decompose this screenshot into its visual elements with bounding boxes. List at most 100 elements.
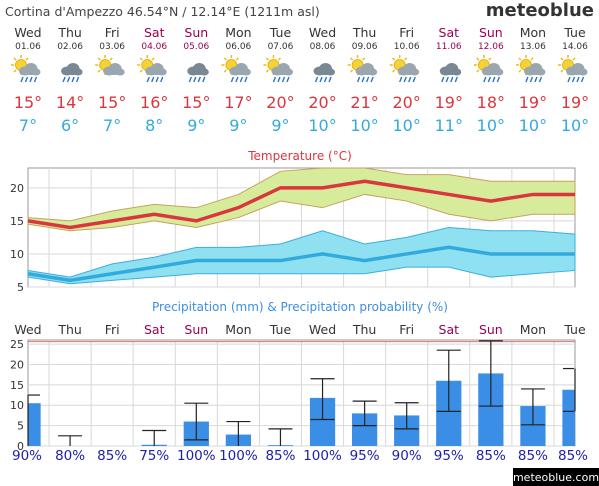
max-temp-label: 15° xyxy=(98,93,126,112)
precip-error-bar xyxy=(226,420,251,446)
day-name: Fri xyxy=(105,25,120,40)
precip-tick-label: 10 xyxy=(10,399,24,412)
days-row: Wed 01.06 15° 7° Thu 02.06 14° 6° Fri 03.06 15° 7° S… xyxy=(11,25,589,135)
location-title: Cortina d'Ampezzo 46.54°N / 12.14°E (121… xyxy=(5,4,320,19)
min-temp-label: 6° xyxy=(61,116,79,135)
day-column: Sun 12.06 18° 10° xyxy=(473,25,505,135)
day-name: Sun xyxy=(184,25,208,40)
min-temp-label: 10° xyxy=(308,116,336,135)
rain-sun-icon xyxy=(558,55,588,83)
day-name: Sun xyxy=(479,25,503,40)
day-column: Thu 02.06 14° 6° xyxy=(56,25,84,135)
max-temp-label: 19° xyxy=(519,93,547,112)
precip-error-bar xyxy=(563,367,576,412)
day-name: Sat xyxy=(144,25,165,40)
day-column: Fri 10.06 20° 10° xyxy=(389,25,421,135)
max-temp-label: 20° xyxy=(393,93,421,112)
temperature-chart: 5 10 15 20 xyxy=(10,167,576,294)
rain-sun-icon xyxy=(389,55,420,83)
max-temp-label: 20° xyxy=(308,93,336,112)
day-date: 11.06 xyxy=(436,42,462,52)
day-column: Fri 03.06 15° 7° xyxy=(95,25,126,135)
day-column: Sat 04.06 16° 8° xyxy=(137,25,168,135)
day-date: 03.06 xyxy=(99,42,125,52)
precip-day-label: Wed xyxy=(309,322,336,337)
day-date: 02.06 xyxy=(57,42,83,52)
rain-cloud-icon xyxy=(313,63,336,83)
precip-error-bar xyxy=(142,429,167,446)
day-column: Tue 14.06 19° 10° xyxy=(558,25,589,135)
min-temp-label: 10° xyxy=(393,116,421,135)
precip-day-label: Tue xyxy=(269,322,292,337)
precip-probability-label: 75% xyxy=(139,448,169,464)
precipitation-chart: Wed Thu Fri Sat Sun Mon Tue Wed Thu Fri Sat Sun Mon T… xyxy=(10,322,588,464)
rain-cloud-icon xyxy=(187,63,209,83)
day-column: Sat 11.06 19° 11° xyxy=(435,25,463,135)
min-temp-label: 10° xyxy=(519,116,547,135)
meteoblue-logo: meteoblue xyxy=(486,0,594,21)
precip-day-label: Sun xyxy=(479,322,503,337)
precip-error-bar xyxy=(184,402,209,441)
precip-error-bar xyxy=(58,435,83,446)
precip-probability-label: 95% xyxy=(350,448,380,464)
precipitation-title: Precipitation (mm) & Precipitation proba… xyxy=(152,300,448,314)
footer-brand-link[interactable]: meteoblue.com xyxy=(513,471,599,484)
max-temp-label: 14° xyxy=(56,93,84,112)
day-date: 04.06 xyxy=(141,42,167,52)
temp-tick-label: 5 xyxy=(17,281,24,294)
min-temp-label: 10° xyxy=(477,116,505,135)
max-temp-label: 16° xyxy=(140,93,168,112)
day-name: Wed xyxy=(309,25,336,40)
day-name: Thu xyxy=(57,25,81,40)
rain-sun-icon xyxy=(347,55,378,83)
precip-probability-label: 90% xyxy=(392,448,422,464)
day-date: 06.06 xyxy=(226,42,252,52)
day-name: Mon xyxy=(520,25,546,40)
day-column: Mon 06.06 17° 9° xyxy=(221,25,253,135)
precip-tick-label: 5 xyxy=(17,420,24,433)
temp-tick-label: 20 xyxy=(10,182,24,195)
day-name: Tue xyxy=(563,25,586,40)
precip-day-label: Wed xyxy=(14,322,41,337)
precip-error-bar xyxy=(352,400,377,427)
day-date: 05.06 xyxy=(183,42,209,52)
rain-sun-icon xyxy=(263,55,293,83)
precip-day-label: Mon xyxy=(520,322,546,337)
min-temp-line xyxy=(27,245,575,283)
sun-cloud-icon xyxy=(95,55,125,76)
precip-probability-label: 85% xyxy=(476,448,506,464)
max-temp-label: 21° xyxy=(350,93,378,112)
precip-bar xyxy=(562,389,575,446)
day-date: 08.06 xyxy=(310,42,336,52)
precip-probability-label: 100% xyxy=(303,448,342,464)
rain-sun-icon xyxy=(137,55,167,83)
min-temp-label: 10° xyxy=(561,116,589,135)
rain-sun-icon xyxy=(473,55,504,83)
precip-day-label: Fri xyxy=(399,322,414,337)
min-temp-label: 8° xyxy=(145,116,163,135)
day-date: 12.06 xyxy=(478,42,504,52)
day-name: Wed xyxy=(14,25,41,40)
rain-sun-icon xyxy=(221,55,251,83)
min-temp-label: 7° xyxy=(19,116,37,135)
max-temp-label: 19° xyxy=(561,93,589,112)
precip-probability-label: 85% xyxy=(518,448,548,464)
precip-error-bar xyxy=(310,378,335,421)
max-temp-label: 15° xyxy=(182,93,210,112)
day-date: 14.06 xyxy=(562,42,588,52)
day-column: Tue 07.06 20° 9° xyxy=(263,25,295,135)
precip-probability-label: 85% xyxy=(97,448,127,464)
precip-probability-label: 85% xyxy=(265,448,295,464)
min-temp-label: 11° xyxy=(435,116,463,135)
min-temp-label: 9° xyxy=(229,116,247,135)
precip-probability-label: 100% xyxy=(219,448,258,464)
day-name: Mon xyxy=(225,25,251,40)
precip-probability-label: 95% xyxy=(434,448,464,464)
precip-day-label: Thu xyxy=(352,322,376,337)
day-date: 13.06 xyxy=(520,42,546,52)
min-temp-label: 9° xyxy=(187,116,205,135)
min-temp-label: 7° xyxy=(103,116,121,135)
rain-sun-icon xyxy=(11,55,41,83)
rain-sun-icon xyxy=(515,55,546,83)
